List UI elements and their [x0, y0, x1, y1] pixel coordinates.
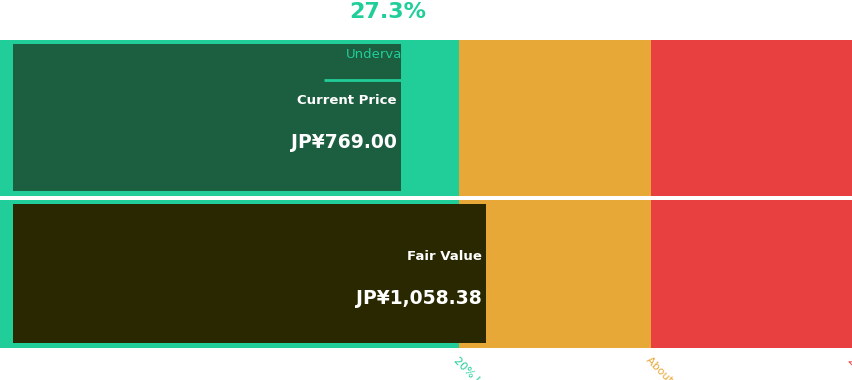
Bar [650, 40, 852, 196]
Bar [0, 40, 458, 196]
Bar [458, 200, 650, 348]
Text: 20% Overvalued: 20% Overvalued [845, 355, 852, 380]
Text: 20% Undervalued: 20% Undervalued [452, 355, 529, 380]
Text: JP¥769.00: JP¥769.00 [291, 133, 396, 152]
Text: About Right: About Right [643, 355, 697, 380]
Text: 27.3%: 27.3% [349, 2, 426, 22]
Text: Undervalued: Undervalued [345, 48, 430, 60]
Text: Fair Value: Fair Value [406, 250, 481, 263]
Bar [13, 204, 486, 343]
Bar [458, 40, 650, 196]
Bar [13, 44, 400, 191]
Bar [650, 200, 852, 348]
Text: JP¥1,058.38: JP¥1,058.38 [356, 289, 481, 308]
Bar [0, 200, 458, 348]
Text: Current Price: Current Price [296, 94, 396, 107]
